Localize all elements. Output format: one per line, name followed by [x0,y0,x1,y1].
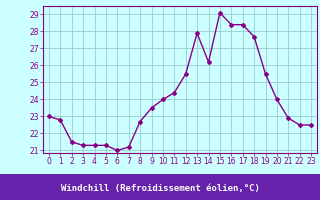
Text: Windchill (Refroidissement éolien,°C): Windchill (Refroidissement éolien,°C) [60,184,260,193]
